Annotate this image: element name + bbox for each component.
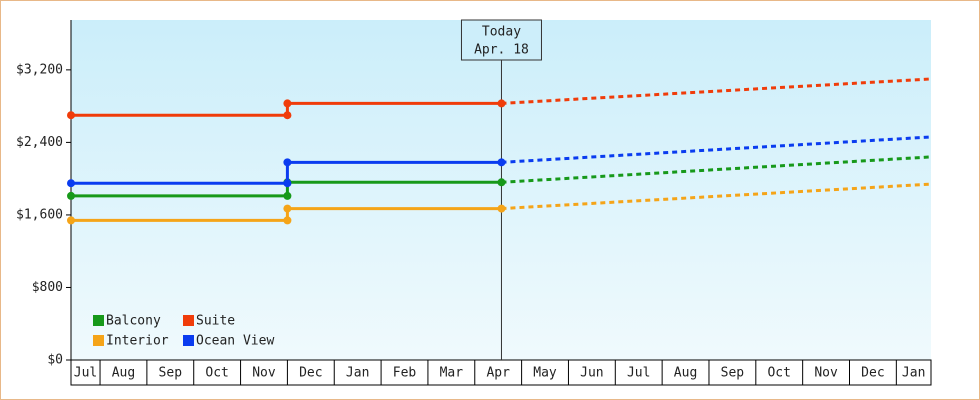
y-tick-label: $0	[47, 353, 63, 368]
series-line	[71, 160, 502, 185]
legend-swatch	[183, 335, 194, 346]
today-date: Apr. 18	[474, 43, 529, 58]
point	[497, 99, 506, 108]
legend-label: Interior	[106, 334, 169, 349]
legend-swatch	[183, 315, 194, 326]
legend-swatch	[93, 335, 104, 346]
point	[283, 179, 292, 188]
x-tick-label: Dec	[861, 366, 884, 381]
x-tick-label: Apr	[486, 366, 510, 381]
point	[67, 216, 75, 225]
point	[497, 204, 506, 213]
today-box	[460, 19, 542, 61]
legend-swatch	[93, 315, 104, 326]
x-tick-label: Oct	[767, 366, 790, 381]
x-tick-label: Aug	[112, 366, 135, 381]
legend-label: Suite	[196, 314, 235, 329]
y-tick-label: $3,200	[16, 62, 63, 77]
point	[67, 191, 75, 200]
x-tick-label: Jan	[346, 366, 369, 381]
point	[283, 158, 292, 167]
x-tick-label: May	[533, 366, 557, 381]
x-tick-label: Mar	[440, 366, 464, 381]
x-tick-label: Feb	[393, 366, 417, 381]
point	[283, 204, 292, 213]
point	[67, 111, 75, 120]
x-tick-label: Nov	[252, 366, 276, 381]
series-line	[71, 101, 502, 117]
x-tick-label: Nov	[814, 366, 838, 381]
point	[497, 178, 506, 187]
y-tick-label: $800	[32, 280, 63, 295]
today-label: Today	[482, 25, 521, 40]
point	[283, 99, 292, 108]
x-tick-label: Jun	[580, 366, 603, 381]
legend-label: Ocean View	[196, 334, 274, 349]
x-tick-label: Jul	[74, 366, 97, 381]
x-tick-label: Jan	[902, 366, 925, 381]
y-tick-label: $1,600	[16, 207, 63, 222]
x-tick-label: Sep	[159, 366, 183, 381]
x-tick-label: Jul	[627, 366, 650, 381]
point	[283, 111, 292, 120]
x-tick-label: Dec	[299, 366, 322, 381]
x-tick-label: Sep	[721, 366, 745, 381]
point	[497, 158, 506, 167]
point	[283, 191, 292, 200]
point	[67, 179, 75, 188]
series-line	[71, 207, 502, 222]
y-tick-label: $2,400	[16, 135, 63, 150]
x-tick-label: Aug	[674, 366, 697, 381]
x-axis-box	[70, 359, 932, 386]
legend-label: Balcony	[106, 314, 161, 329]
series-line	[71, 180, 502, 198]
point	[283, 216, 292, 225]
x-tick-label: Oct	[205, 366, 228, 381]
